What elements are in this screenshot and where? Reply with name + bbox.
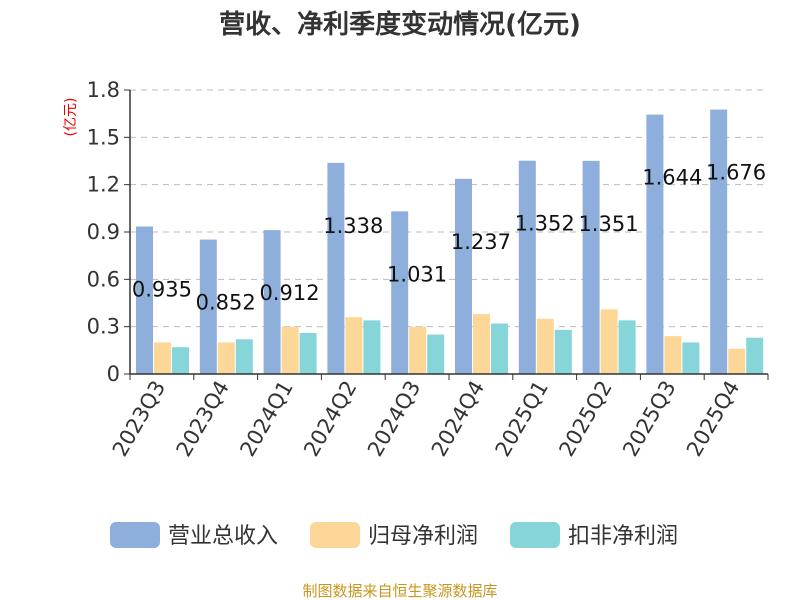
legend-swatch bbox=[310, 522, 360, 548]
bar-revenue bbox=[199, 239, 217, 374]
data-label: 1.676 bbox=[706, 161, 766, 185]
y-tick-label: 0 bbox=[107, 362, 120, 386]
bar-deducted-net-profit bbox=[618, 320, 636, 374]
x-tick-label: 2025Q2 bbox=[554, 377, 616, 461]
bar-deducted-net-profit bbox=[363, 320, 381, 374]
legend: 营业总收入 归母净利润 扣非净利润 bbox=[110, 522, 678, 549]
y-tick-label: 1.5 bbox=[87, 125, 120, 149]
source-note: 制图数据来自恒生聚源数据库 bbox=[302, 582, 497, 600]
x-tick-label: 2023Q3 bbox=[108, 377, 170, 461]
x-tick-label: 2025Q1 bbox=[491, 377, 553, 461]
bar-revenue bbox=[455, 178, 472, 374]
bar-deducted-net-profit bbox=[172, 347, 189, 374]
bar-net-profit bbox=[217, 342, 235, 374]
x-tick-label: 2025Q4 bbox=[682, 377, 744, 461]
x-tick-label: 2024Q4 bbox=[427, 377, 489, 461]
legend-label: 归母净利润 bbox=[368, 524, 478, 549]
data-label: 1.644 bbox=[642, 166, 702, 190]
bar-net-profit bbox=[536, 318, 554, 374]
y-unit-label: (亿元) bbox=[63, 98, 79, 137]
bar-deducted-net-profit bbox=[235, 339, 253, 374]
bar-deducted-net-profit bbox=[682, 342, 700, 374]
x-tick-label: 2024Q2 bbox=[299, 377, 361, 461]
data-label: 0.935 bbox=[132, 277, 192, 301]
bar-net-profit bbox=[154, 342, 171, 374]
data-label: 1.237 bbox=[451, 230, 511, 254]
y-tick-label: 1.8 bbox=[87, 78, 120, 102]
bar-revenue bbox=[391, 211, 409, 374]
data-label: 0.852 bbox=[196, 291, 256, 315]
x-tick-label: 2023Q4 bbox=[172, 377, 234, 461]
y-tick-label: 0.6 bbox=[87, 267, 120, 291]
bar-revenue bbox=[582, 160, 600, 374]
bar-deducted-net-profit bbox=[746, 337, 764, 374]
bar-deducted-net-profit bbox=[427, 334, 445, 374]
data-label: 1.338 bbox=[323, 214, 383, 238]
bar-revenue bbox=[710, 109, 728, 374]
y-tick-label: 0.3 bbox=[87, 315, 120, 339]
chart-title: 营收、净利季度变动情况(亿元) bbox=[219, 9, 581, 40]
data-label: 1.352 bbox=[515, 212, 575, 236]
bar-net-profit bbox=[473, 314, 490, 374]
legend-swatch bbox=[110, 522, 160, 548]
legend-label: 扣非净利润 bbox=[568, 524, 678, 549]
bar-deducted-net-profit bbox=[554, 329, 572, 374]
x-tick-label: 2025Q3 bbox=[618, 377, 680, 461]
bar-revenue bbox=[263, 230, 281, 374]
data-label: 1.031 bbox=[387, 262, 447, 286]
bar-net-profit bbox=[728, 348, 746, 374]
bar-net-profit bbox=[409, 326, 427, 374]
legend-label: 营业总收入 bbox=[168, 524, 278, 549]
x-tick-label: 2024Q3 bbox=[363, 377, 425, 461]
y-tick-label: 1.2 bbox=[87, 173, 120, 197]
x-tick-label: 2024Q1 bbox=[235, 377, 297, 461]
bar-net-profit bbox=[664, 336, 682, 374]
bar-deducted-net-profit bbox=[491, 323, 508, 374]
bar-net-profit bbox=[600, 309, 618, 374]
bar-net-profit bbox=[281, 326, 299, 374]
bars bbox=[136, 109, 764, 374]
legend-swatch bbox=[510, 522, 560, 548]
data-label: 1.351 bbox=[578, 212, 638, 236]
bar-revenue bbox=[646, 114, 664, 374]
bar-revenue bbox=[327, 162, 345, 374]
bar-net-profit bbox=[345, 317, 363, 374]
bar-deducted-net-profit bbox=[299, 332, 317, 374]
bar-revenue bbox=[518, 160, 536, 374]
y-tick-label: 0.9 bbox=[87, 220, 120, 244]
bar-revenue bbox=[136, 226, 153, 374]
data-label: 0.912 bbox=[259, 281, 319, 305]
